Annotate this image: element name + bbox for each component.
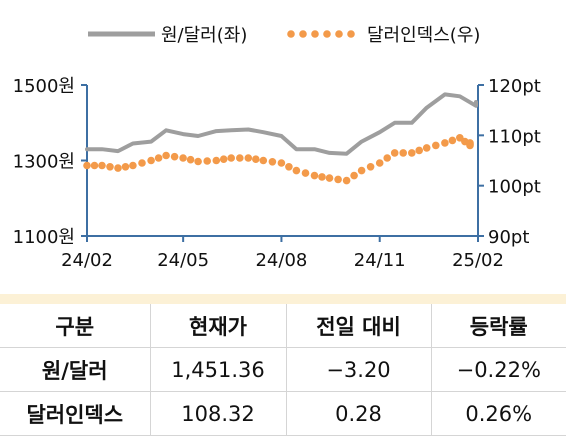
series-point-dxy [334, 175, 342, 184]
series-point-dxy [301, 169, 310, 177]
series-point-dxy [194, 157, 202, 166]
table-row: 원/달러 1,451.36 −3.20 −0.22% [0, 347, 566, 392]
series-point-dxy [114, 164, 122, 172]
series-point-dxy [162, 151, 170, 160]
series-point-dxy [186, 155, 195, 164]
series-point-dxy [383, 154, 392, 162]
series-point-dxy [154, 154, 163, 162]
legend-label-dxy: 달러인덱스(우) [367, 25, 480, 46]
series-point-dxy [318, 173, 326, 181]
x-tick-label: 24/05 [157, 250, 209, 271]
series-point-dxy [448, 136, 457, 145]
cell-dxy-change: 0.28 [285, 391, 431, 436]
legend-dot [311, 30, 319, 38]
left-tick-label: 1100원 [13, 227, 75, 248]
legend-dot [299, 30, 307, 38]
series-point-dxy [244, 154, 253, 162]
series-point-dxy [212, 156, 221, 165]
legend-label-usdkrw: 원/달러(좌) [161, 25, 247, 46]
series-point-dxy [236, 154, 244, 162]
cell-dxy-price: 108.32 [149, 391, 286, 436]
left-tick-label: 1500원 [13, 76, 75, 97]
series-point-dxy [252, 155, 260, 163]
table-top-band [0, 294, 566, 304]
series-point-dxy [375, 159, 384, 167]
series-point-dxy [422, 144, 431, 152]
series-point-dxy [285, 163, 293, 171]
x-tick-label: 24/08 [255, 250, 307, 271]
legend-dot [347, 30, 355, 38]
x-tick-label: 24/02 [61, 250, 113, 271]
right-tick-label: 110pt [488, 126, 541, 147]
series-point-dxy [441, 139, 449, 147]
header-category: 구분 [0, 304, 150, 348]
right-tick-label: 100pt [488, 177, 541, 198]
series-point-dxy [310, 171, 319, 180]
header-current-price: 현재가 [149, 304, 286, 348]
series-point-dxy [106, 163, 114, 171]
quote-table-section: 구분 현재가 전일 대비 등락률 원/달러 1,451.36 −3.20 −0.… [0, 294, 566, 436]
series-point-dxy [415, 146, 424, 155]
x-tick-label: 25/02 [452, 250, 504, 271]
series-point-dxy [129, 161, 137, 170]
table-header-row: 구분 현재가 전일 대비 등락률 [0, 304, 566, 348]
series-point-dxy [408, 149, 416, 157]
series-point-dxy [147, 156, 155, 165]
series-point-dxy [219, 155, 228, 163]
series-point-dxy [121, 163, 130, 171]
series-point-dxy [399, 149, 408, 157]
row-label-dxy: 달러인덱스 [0, 391, 150, 436]
series-point-dxy [138, 159, 146, 167]
series-point-dxy [90, 161, 99, 170]
x-tick-label: 24/11 [354, 250, 406, 271]
exchange-rate-chart: 원/달러(좌) 달러인덱스(우) 1500원 1300원 1100원 120pt 110… [13, 25, 541, 271]
cell-dxy-rate: 0.26% [430, 391, 566, 436]
series-point-dxy [83, 161, 91, 170]
cell-usdkrw-price: 1,451.36 [149, 347, 286, 392]
header-daily-change: 전일 대비 [285, 304, 431, 348]
legend-swatch-dxy [287, 30, 355, 38]
series-point-dxy [390, 149, 399, 157]
legend-dot [287, 30, 295, 38]
series-point-dxy [292, 166, 301, 175]
series-point-dxy [98, 161, 106, 170]
legend: 원/달러(좌) 달러인덱스(우) [88, 25, 480, 46]
series-point-dxy [350, 171, 358, 180]
series-point-dxy [259, 156, 268, 165]
legend-dot [323, 30, 331, 38]
chart-axes: 1500원 1300원 1100원 120pt 110pt 100pt 90pt 24/02 2… [13, 76, 541, 271]
series-point-dxy [432, 141, 440, 150]
series-line-usdkrw [85, 92, 478, 156]
header-change-rate: 등락률 [430, 304, 566, 348]
left-tick-label: 1300원 [13, 152, 75, 173]
row-label-usdkrw: 원/달러 [0, 347, 150, 392]
cell-usdkrw-rate: −0.22% [430, 347, 566, 392]
quote-table: 구분 현재가 전일 대비 등락률 원/달러 1,451.36 −3.20 −0.… [0, 304, 566, 436]
series-point-dxy [366, 163, 375, 171]
chart-plot-area [83, 92, 478, 185]
series-point-dxy [277, 159, 286, 167]
table-row: 달러인덱스 108.32 0.28 0.26% [0, 391, 566, 436]
series-point-dxy [268, 158, 277, 166]
legend-dot [335, 30, 343, 38]
series-point-dxy [179, 154, 187, 162]
series-point-dxy [170, 152, 179, 161]
right-tick-label: 90pt [488, 227, 529, 248]
series-point-dxy [357, 166, 366, 175]
cell-usdkrw-change: −3.20 [285, 347, 431, 392]
right-tick-label: 120pt [488, 76, 541, 97]
series-point-dxy [203, 157, 211, 165]
series-point-dxy [227, 154, 235, 162]
series-point-dxy [466, 139, 474, 147]
series-point-dxy [325, 174, 334, 182]
series-point-dxy [342, 176, 351, 185]
